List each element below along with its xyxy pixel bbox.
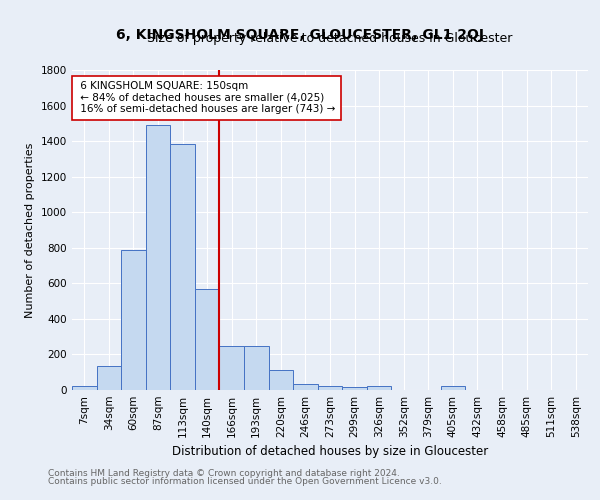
Bar [244, 346, 269, 390]
Bar [440, 386, 465, 390]
Bar [97, 366, 121, 390]
Text: 6, KINGSHOLM SQUARE, GLOUCESTER, GL1 2QJ: 6, KINGSHOLM SQUARE, GLOUCESTER, GL1 2QJ [116, 28, 484, 42]
Bar [121, 250, 146, 390]
Text: Contains public sector information licensed under the Open Government Licence v3: Contains public sector information licen… [48, 477, 442, 486]
X-axis label: Distribution of detached houses by size in Gloucester: Distribution of detached houses by size … [172, 446, 488, 458]
Y-axis label: Number of detached properties: Number of detached properties [25, 142, 35, 318]
Bar [318, 386, 342, 390]
Bar [170, 144, 195, 390]
Bar [367, 386, 391, 390]
Bar [293, 384, 318, 390]
Text: Contains HM Land Registry data © Crown copyright and database right 2024.: Contains HM Land Registry data © Crown c… [48, 468, 400, 477]
Title: Size of property relative to detached houses in Gloucester: Size of property relative to detached ho… [148, 32, 512, 45]
Text: 6 KINGSHOLM SQUARE: 150sqm
 ← 84% of detached houses are smaller (4,025)
 16% of: 6 KINGSHOLM SQUARE: 150sqm ← 84% of deta… [77, 81, 335, 114]
Bar [195, 288, 220, 390]
Bar [220, 346, 244, 390]
Bar [269, 370, 293, 390]
Bar [342, 388, 367, 390]
Bar [72, 386, 97, 390]
Bar [146, 125, 170, 390]
